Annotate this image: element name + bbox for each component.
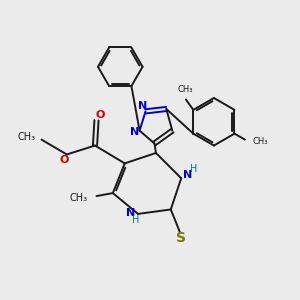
Text: CH₃: CH₃ (70, 193, 88, 202)
Text: CH₃: CH₃ (17, 132, 36, 142)
Text: N: N (130, 127, 139, 137)
Text: N: N (126, 208, 135, 218)
Text: N: N (138, 101, 147, 111)
Text: O: O (59, 155, 68, 165)
Text: H: H (132, 215, 140, 225)
Text: CH₃: CH₃ (177, 85, 193, 94)
Text: N: N (182, 170, 192, 180)
Text: CH₃: CH₃ (252, 137, 268, 146)
Text: O: O (95, 110, 105, 120)
Text: H: H (190, 164, 197, 174)
Text: S: S (176, 231, 186, 245)
